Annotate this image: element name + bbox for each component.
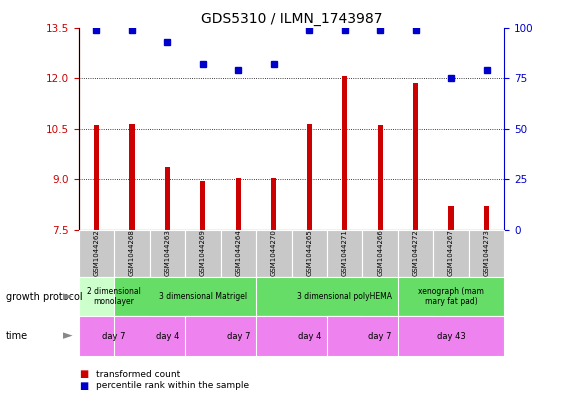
Text: GSM1044265: GSM1044265 [306,229,312,276]
Text: GSM1044271: GSM1044271 [342,229,347,276]
Bar [185,230,220,277]
Bar [256,316,363,356]
Bar [433,230,469,277]
Bar [342,76,347,230]
Text: GSM1044263: GSM1044263 [164,229,170,276]
Text: day 4: day 4 [297,332,321,340]
Text: 2 dimensional
monolayer: 2 dimensional monolayer [87,287,141,307]
Text: GSM1044273: GSM1044273 [483,229,490,276]
Bar [307,124,312,230]
Bar [114,230,150,277]
Text: percentile rank within the sample: percentile rank within the sample [96,382,250,390]
Text: GSM1044264: GSM1044264 [236,229,241,276]
Text: day 43: day 43 [437,332,465,340]
Bar [398,230,433,277]
Bar [114,316,220,356]
Bar [256,277,433,316]
Bar [484,206,489,230]
Text: day 7: day 7 [227,332,250,340]
Text: time: time [6,331,28,341]
Text: GSM1044272: GSM1044272 [413,229,419,276]
Text: ►: ► [63,329,73,343]
Text: transformed count: transformed count [96,370,181,378]
Text: growth protocol: growth protocol [6,292,82,302]
Bar [150,230,185,277]
Text: 3 dimensional polyHEMA: 3 dimensional polyHEMA [297,292,392,301]
Bar [114,277,292,316]
Bar [327,316,433,356]
Bar [271,178,276,230]
Bar [79,277,150,316]
Text: xenograph (mam
mary fat pad): xenograph (mam mary fat pad) [418,287,484,307]
Text: day 7: day 7 [368,332,392,340]
Bar [363,230,398,277]
Bar [469,230,504,277]
Bar [200,181,205,230]
Bar [94,125,99,230]
Text: ■: ■ [79,369,88,379]
Bar [413,83,418,230]
Bar [256,230,292,277]
Bar [398,316,504,356]
Text: GSM1044266: GSM1044266 [377,229,383,276]
Text: GSM1044269: GSM1044269 [200,229,206,276]
Text: day 4: day 4 [156,332,179,340]
Text: GSM1044270: GSM1044270 [271,229,277,276]
Bar [185,316,292,356]
Bar [79,230,114,277]
Text: ►: ► [63,290,73,303]
Bar [79,316,150,356]
Text: GSM1044268: GSM1044268 [129,229,135,276]
Bar [448,206,454,230]
Text: 3 dimensional Matrigel: 3 dimensional Matrigel [159,292,247,301]
Text: GSM1044267: GSM1044267 [448,229,454,276]
Text: day 7: day 7 [103,332,126,340]
Bar [129,124,135,230]
Bar [236,178,241,230]
Bar [398,277,504,316]
Text: GSM1044262: GSM1044262 [93,229,100,276]
Bar [165,167,170,230]
Text: ■: ■ [79,381,88,391]
Bar [378,125,383,230]
Bar [327,230,363,277]
Bar [220,230,256,277]
Title: GDS5310 / ILMN_1743987: GDS5310 / ILMN_1743987 [201,13,382,26]
Bar [292,230,327,277]
